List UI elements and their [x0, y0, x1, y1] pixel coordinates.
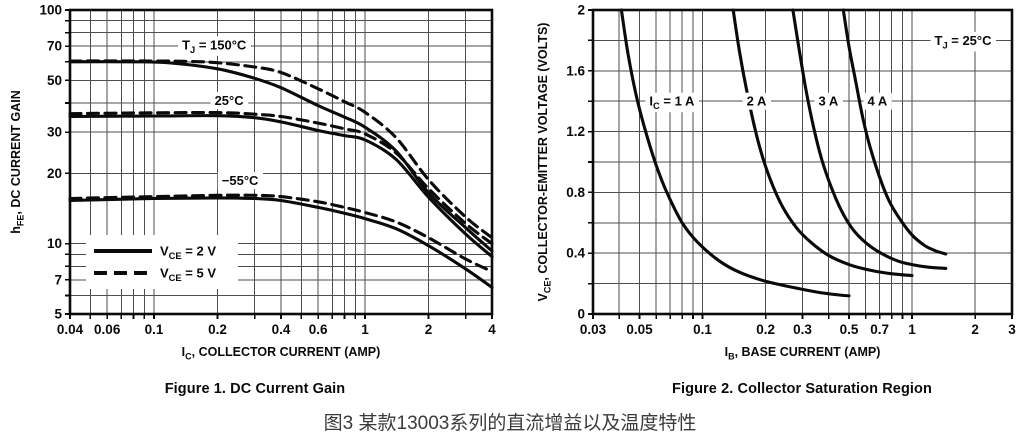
fig1-frame: [68, 8, 494, 316]
fig1-xtick-label: 0.04: [57, 322, 84, 337]
fig2-curve-1: [731, 8, 914, 278]
fig1-legend-label-1: VCE = 5 V: [160, 266, 216, 284]
fig2-xtick-label: 0.7: [870, 322, 889, 337]
fig2-y-axis-title: VCE, COLLECTOR-EMITTER VOLTAGE (VOLTS): [536, 23, 553, 302]
fig1-ytick-label: 30: [47, 125, 62, 140]
fig2-xtick-label: 3: [1008, 322, 1016, 337]
fig2-ytick-label: 0.8: [566, 185, 585, 200]
fig1-ytick-label: 100: [39, 3, 62, 18]
fig1-curve-5: [68, 193, 494, 274]
fig2-annotation-1: 2 A: [742, 92, 771, 110]
fig1-xtick-label: 0.2: [208, 322, 227, 337]
fig2-xtick-label: 0.03: [580, 322, 607, 337]
fig2-xtick-label: 2: [971, 322, 979, 337]
fig2-annotation-text-4: TJ = 25°C: [934, 33, 992, 51]
fig1-legend: VCE = 2 V VCE = 5 V: [86, 235, 238, 289]
fig2-ytick-label: 1.2: [566, 124, 585, 139]
fig2-annotation-bg-3: [863, 92, 892, 110]
fig2-ytick-label: 0: [577, 307, 585, 322]
fig1-xtick-label: 0.06: [94, 322, 121, 337]
fig1-legend-label-0: VCE = 2 V: [160, 244, 216, 262]
fig2-curve-0: [619, 8, 851, 298]
fig2-xtick-label: 0.2: [756, 322, 775, 337]
fig1-curve-3: [68, 110, 494, 246]
fig2-annotation-text-0: IC = 1 A: [649, 94, 695, 112]
figure2-caption: Figure 2. Collector Saturation Region: [672, 381, 932, 397]
fig2-curve-2: [791, 8, 948, 270]
fig1-xtick-label: 0.4: [272, 322, 291, 337]
fig1-ytick-label: 5: [54, 307, 62, 322]
main-chinese-caption: 图3 某款13003系列的直流增益以及温度特性: [323, 413, 697, 434]
figure1-caption: Figure 1. DC Current Gain: [164, 381, 346, 397]
fig1-legend-bg: [86, 235, 238, 289]
fig1-xtick-label: 4: [488, 322, 496, 337]
fig1-xtick-label: 0.1: [145, 322, 164, 337]
fig1-curve-1: [68, 59, 494, 240]
fig1-annotation-bg-1: [210, 92, 249, 109]
fig2-annotation-bg-4: [930, 31, 997, 52]
fig2-ytick-label: 0.4: [566, 246, 585, 261]
fig2-xtick-label: 0.5: [840, 322, 859, 337]
fig2-frame: [591, 8, 1014, 316]
fig1-ticks: [65, 9, 493, 319]
fig2-annotation-3: 4 A: [863, 92, 892, 110]
fig1-ytick-label: 20: [47, 166, 62, 181]
fig1-xtick-label: 0.6: [309, 322, 328, 337]
fig2-xtick-label: 0.05: [626, 322, 653, 337]
fig2-annotation-text-3: 4 A: [868, 94, 888, 109]
fig2-annotation-bg-0: [645, 92, 699, 113]
fig2-x-axis-title: IB, BASE CURRENT (AMP): [725, 345, 881, 362]
fig1-annotation-bg-0: [178, 36, 251, 56]
fig1-annotation-0: TJ = 150°C: [178, 36, 251, 56]
fig1-curve-2: [68, 114, 494, 259]
fig2-annotation-bg-2: [814, 92, 843, 110]
fig2-annotation-bg-1: [742, 92, 771, 110]
fig1-ytick-label: 70: [47, 39, 62, 54]
fig1-xtick-label: 1: [361, 322, 369, 337]
fig1-annotation-1: 25°C: [210, 92, 249, 109]
fig2-curve-3: [841, 8, 948, 256]
fig1-y-axis-title: hFE, DC CURRENT GAIN: [9, 90, 26, 233]
fig1-annotation-text-2: −55°C: [222, 173, 259, 188]
fig1-curve-4: [68, 196, 494, 289]
fig1-curve-0: [68, 60, 494, 253]
fig2-annotation-text-1: 2 A: [747, 94, 767, 109]
fig1-annotation-2: −55°C: [217, 172, 264, 190]
fig1: TJ = 150°C 25°C −55°C VCE = 2 V VCE = 5 V 0.0…: [9, 3, 496, 362]
fig1-ytick-label: 10: [47, 236, 62, 251]
fig2-ytick-label: 2: [577, 3, 585, 18]
fig2-ytick-label: 1.6: [566, 63, 585, 78]
fig1-annotation-text-1: 25°C: [215, 93, 245, 108]
fig2-annotation-2: 3 A: [814, 92, 843, 110]
fig2-annotation-4: TJ = 25°C: [930, 31, 997, 52]
fig2-xtick-label: 1: [908, 322, 916, 337]
fig1-annotation-bg-2: [217, 172, 264, 190]
fig1-xtick-label: 2: [425, 322, 433, 337]
fig2-annotation-text-2: 3 A: [819, 94, 839, 109]
fig1-ytick-label: 7: [54, 272, 62, 287]
fig1-ytick-label: 50: [47, 73, 62, 88]
fig2-xtick-label: 0.1: [693, 322, 712, 337]
fig2: IC = 1 A 2 A 3 A 4 A TJ = 25°C 0.03 0.05 0.1 0.2…: [536, 3, 1016, 362]
fig2-xtick-label: 0.3: [793, 322, 812, 337]
fig2-annotation-0: IC = 1 A: [645, 92, 699, 113]
fig1-annotation-text-0: TJ = 150°C: [182, 37, 247, 55]
fig1-x-axis-title: IC, COLLECTOR CURRENT (AMP): [182, 345, 381, 362]
